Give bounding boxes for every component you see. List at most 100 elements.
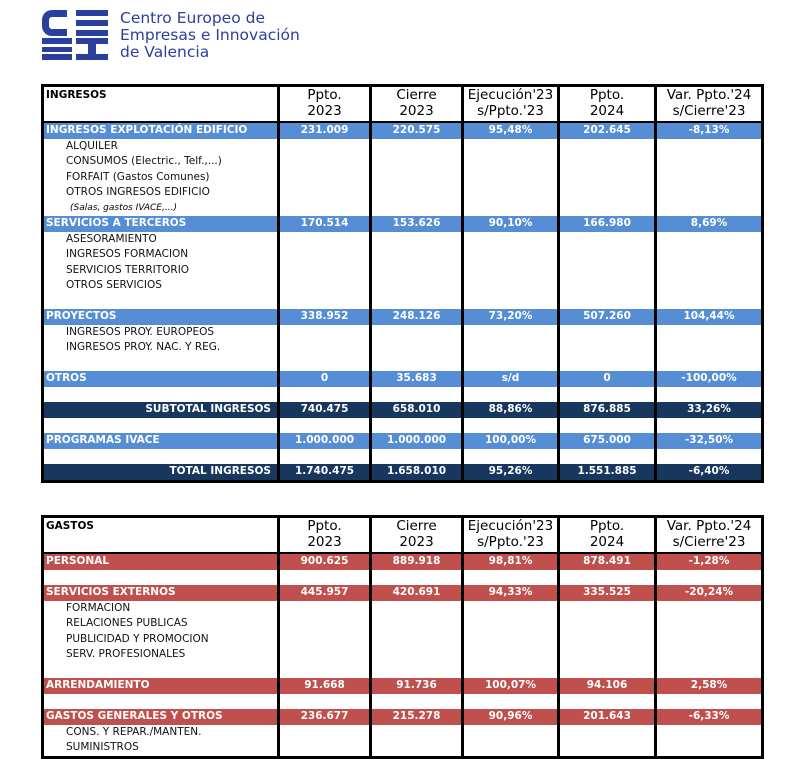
value-cell [654,247,764,263]
value-cell [557,247,657,263]
value-cell: -6,33% [654,709,764,725]
category-row: GASTOS GENERALES Y OTROS 236.677 215.278 90… [41,709,764,725]
row-label: INGRESOS PROY. NAC. Y REG. [41,340,280,356]
row-label [41,693,280,709]
value-cell [461,138,560,154]
value-cell [461,262,560,278]
value-cell [557,448,657,464]
value-cell [654,278,764,294]
value-cell [369,631,464,647]
row-label: TOTAL INGRESOS [41,464,280,481]
header-row: GASTOS Ppto. 2023 Cierre 2023 Ejecución'23 s/P… [41,516,764,554]
value-cell [277,185,372,201]
value-cell [654,262,764,278]
value-cell: 90,10% [461,216,560,232]
ceei-logo: Centro Europeo de Empresas e Innovación … [42,10,300,61]
value-cell [369,247,464,263]
value-cell: -32,50% [654,433,764,449]
value-cell: 658.010 [369,402,464,418]
row-label: ARRENDAMIENTO [41,678,280,694]
value-cell: 1.658.010 [369,464,464,481]
value-cell [654,154,764,170]
value-cell: 215.278 [369,709,464,725]
value-cell [461,169,560,185]
row-label: PERSONAL [41,553,280,570]
value-cell: 338.952 [277,309,372,325]
header-row: INGRESOS Ppto. 2023 Cierre 2023 Ejecución'23 s… [41,85,764,123]
value-cell: -6,40% [654,464,764,481]
value-cell: 153.626 [369,216,464,232]
value-cell [557,740,657,757]
value-cell [461,600,560,616]
value-cell [369,693,464,709]
value-cell: 35.683 [369,371,464,387]
value-cell: 1.000.000 [277,433,372,449]
value-cell [461,278,560,294]
value-cell [461,647,560,663]
row-label [41,569,280,585]
row-label: SUMINISTROS [41,740,280,757]
value-cell [369,262,464,278]
value-cell [369,662,464,678]
value-cell [277,355,372,371]
value-cell [369,647,464,663]
value-cell: 95,26% [461,464,560,481]
value-cell [654,569,764,585]
blank-row [41,417,764,433]
value-cell [277,417,372,433]
value-cell [369,386,464,402]
category-row: PROGRAMAS IVACE 1.000.000 1.000.000 100,00%… [41,433,764,449]
value-cell: 94,33% [461,585,560,601]
row-label: CONSUMOS (Electric., Telf.,...) [41,154,280,170]
row-label: INGRESOS PROY. EUROPEOS [41,324,280,340]
value-cell [277,247,372,263]
category-row: ARRENDAMIENTO 91.668 91.736 100,07% 94.106 2,… [41,678,764,694]
column-header: Ppto. 2024 [557,516,657,554]
line-item-row: PUBLICIDAD Y PROMOCION [41,631,764,647]
row-label: RELACIONES PUBLICAS [41,616,280,632]
value-cell [557,631,657,647]
value-cell: 73,20% [461,309,560,325]
value-cell [654,616,764,632]
value-cell: 98,81% [461,553,560,570]
value-cell [557,662,657,678]
value-cell [369,185,464,201]
value-cell [369,724,464,740]
value-cell [654,185,764,201]
value-cell: 878.491 [557,553,657,570]
row-label: FORFAIT (Gastos Comunes) [41,169,280,185]
blank-row [41,569,764,585]
value-cell [461,386,560,402]
value-cell: 420.691 [369,585,464,601]
row-label: GASTOS GENERALES Y OTROS [41,709,280,725]
value-cell [557,324,657,340]
value-cell [277,231,372,247]
value-cell [654,693,764,709]
value-cell: 0 [277,371,372,387]
category-row: INGRESOS EXPLOTACIÓN EDIFICIO 231.009 220.… [41,122,764,139]
category-row: PROYECTOS 338.952 248.126 73,20% 507.260 104,… [41,309,764,325]
value-cell [461,154,560,170]
logo-line-1: Centro Europeo de [120,9,265,27]
value-cell [557,138,657,154]
value-cell [557,693,657,709]
column-header: Cierre 2023 [369,85,464,123]
blank-row [41,693,764,709]
row-label: FORMACION [41,600,280,616]
line-item-row: ASESORAMIENTO [41,231,764,247]
value-cell [557,293,657,309]
row-label: SERVICIOS TERRITORIO [41,262,280,278]
value-cell: 91.736 [369,678,464,694]
value-cell [654,600,764,616]
value-cell [461,631,560,647]
row-label [41,448,280,464]
value-cell [461,448,560,464]
value-cell [277,662,372,678]
row-label: ASESORAMIENTO [41,231,280,247]
value-cell: 900.625 [277,553,372,570]
column-header: Ppto. 2023 [277,516,372,554]
value-cell [369,293,464,309]
value-cell [369,200,464,216]
logo-line-3: de Valencia [120,43,210,61]
value-cell [654,169,764,185]
